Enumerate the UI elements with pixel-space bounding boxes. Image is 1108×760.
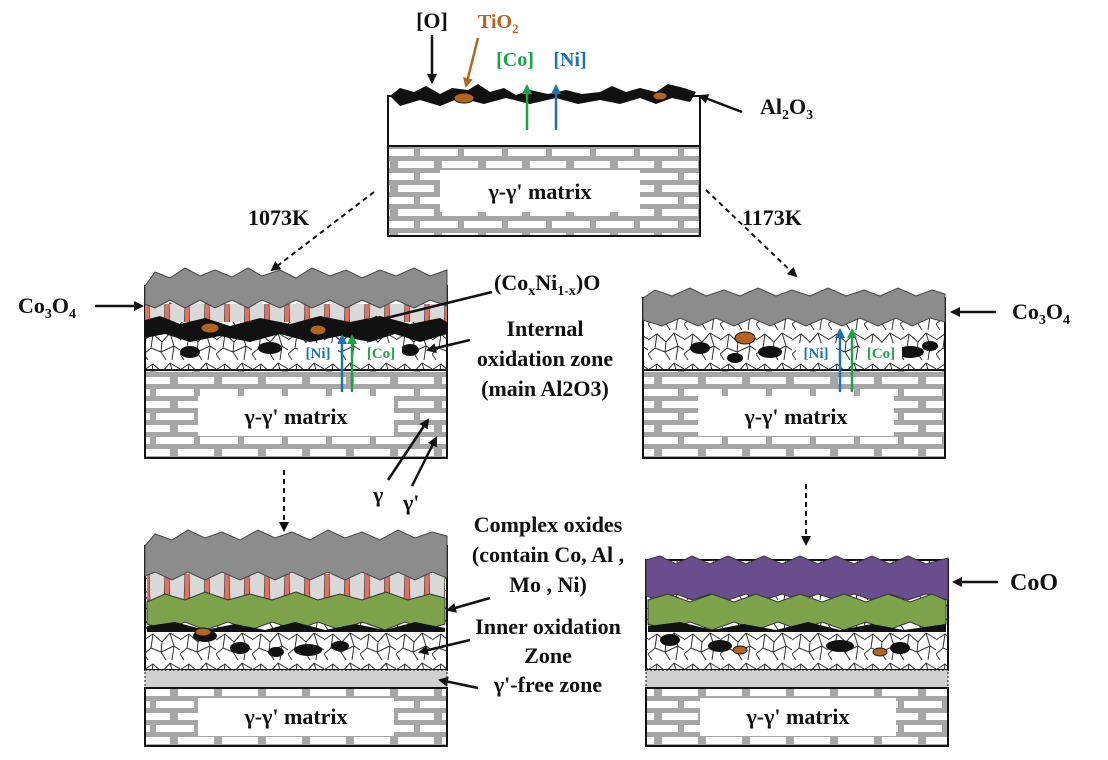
temp-1073k-label: 1073K [248, 205, 309, 230]
ml-co3o4-label: Co3O4 [18, 293, 76, 322]
ml-internal-line1: Internal [507, 316, 584, 341]
arrow-1173k [705, 189, 798, 278]
top-matrix-label-bg [440, 170, 640, 212]
br-matrix-label: γ-γ' matrix [745, 704, 849, 729]
ml-co3o4-layer [144, 267, 448, 309]
gamma-arrow [386, 418, 430, 481]
temp-1173k-label: 1173K [742, 205, 802, 230]
gamma-label: γ [372, 482, 383, 507]
br-gamma-prime-free-zone [645, 669, 949, 689]
bl-complex-line2: (contain Co, Al , [472, 542, 624, 567]
mr-ni-tag: [Ni] [804, 346, 829, 362]
top-panel: γ-γ' matrix [O] TiO2 [Co] [Ni] Al2O3 [387, 8, 813, 237]
mid-right-panel: γ-γ' matrix [Ni] [Co] Co3O4 [642, 287, 1070, 459]
ml-matrix-label: γ-γ' matrix [243, 404, 347, 429]
bl-inner-line1: Inner oxidation [475, 614, 621, 639]
bl-gpfree-label: γ'-free zone [493, 672, 602, 697]
top-tio2-particle [453, 92, 475, 104]
ml-co-tag: [Co] [367, 346, 395, 362]
ml-coni-arrow [368, 290, 493, 325]
arrow-1073k [270, 191, 375, 272]
gamma-prime-arrow [410, 436, 438, 487]
co-label: [Co] [496, 49, 534, 71]
ml-coni-label: (CoxNi1-x)O [494, 270, 600, 299]
o-label: [O] [416, 8, 448, 33]
br-coo-label: CoO [1010, 570, 1058, 596]
bl-inner-line2: Zone [524, 643, 572, 668]
mid-left-panel: γ-γ' matrix [Ni] [Co] Co3O4 (CoxNi1-x)O … [18, 267, 614, 515]
mr-co3o4-layer [642, 287, 946, 327]
ml-internal-line3: (main Al2O3) [481, 376, 609, 401]
al2o3-label: Al2O3 [760, 94, 813, 123]
tio2-arrow [463, 37, 480, 88]
ml-internal-line2: oxidation zone [477, 346, 614, 371]
bl-co3o4-layer [144, 529, 448, 581]
bl-complex-line1: Complex oxides [474, 512, 623, 537]
bl-complex-line3: Mo , Ni) [509, 572, 587, 597]
bottom-left-panel: γ-γ' matrix Complex oxides (contain Co, … [144, 512, 624, 747]
mr-co3o4-label: Co3O4 [1012, 299, 1070, 328]
top-al2o3-scale [390, 84, 696, 106]
bottom-right-panel: γ-γ' matrix CoO [645, 555, 1058, 747]
tio2-label: TiO2 [478, 11, 519, 36]
bl-gamma-prime-free-zone [144, 669, 448, 689]
top-matrix-label: γ-γ' matrix [487, 179, 591, 204]
br-coo-layer [645, 555, 949, 601]
bl-matrix-label: γ-γ' matrix [243, 704, 347, 729]
mr-matrix-label: γ-γ' matrix [743, 404, 847, 429]
bl-complex-oxide-layer [146, 591, 446, 631]
al2o3-arrow [698, 94, 743, 114]
bl-complex-arrow [446, 596, 491, 613]
bl-gpfree-arrow [438, 676, 479, 690]
bl-inner-arrow [418, 638, 471, 655]
ni-label: [Ni] [553, 49, 586, 71]
ml-ni-tag: [Ni] [306, 346, 331, 362]
mr-co-tag: [Co] [867, 346, 895, 362]
top-tio2-particle-2 [652, 91, 668, 101]
gamma-prime-label: γ' [402, 490, 419, 515]
ml-internal-arrow [426, 338, 471, 354]
